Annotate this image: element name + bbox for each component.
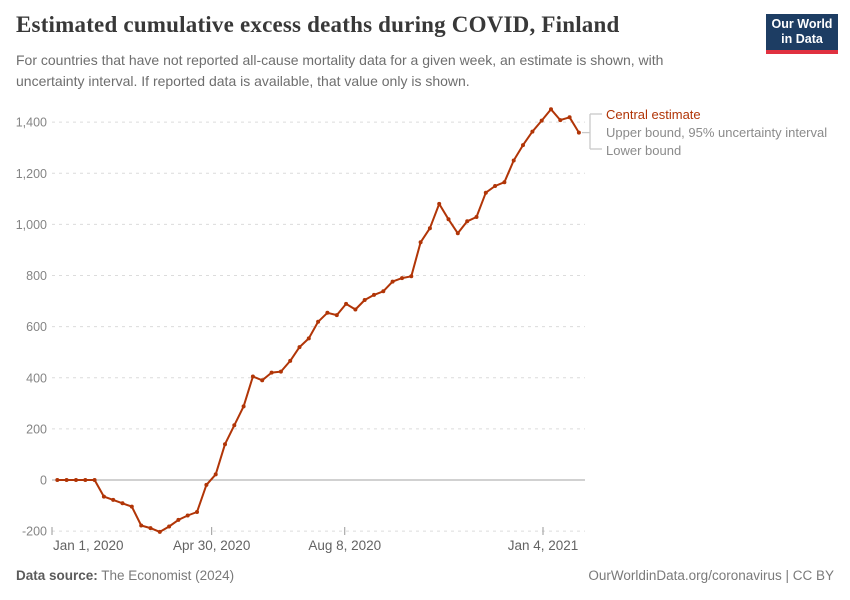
legend-item-upper-bound[interactable]: Upper bound, 95% uncertainty interval (606, 125, 828, 140)
y-axis-tick-label: 1,200 (16, 167, 47, 181)
y-axis-tick-label: 600 (26, 320, 47, 334)
y-axis-tick-label: 400 (26, 371, 47, 385)
y-axis-tick-label: 0 (40, 474, 47, 488)
y-axis-tick-label: -200 (22, 525, 47, 539)
legend-item-central-estimate[interactable]: Central estimate (606, 107, 701, 122)
owid-logo[interactable]: Our World in Data (766, 14, 838, 54)
y-axis-tick-label: 1,400 (16, 116, 47, 130)
x-axis-tick-label: Jan 1, 2020 (53, 538, 124, 553)
data-source-note: Data source: The Economist (2024) (16, 568, 234, 583)
y-axis-tick-label: 800 (26, 269, 47, 283)
data-source-label: Data source: (16, 568, 98, 583)
x-axis-tick-label: Jan 4, 2021 (508, 538, 579, 553)
legend-item-lower-bound[interactable]: Lower bound (606, 143, 682, 158)
x-axis-tick-label: Apr 30, 2020 (173, 538, 250, 553)
y-axis-tick-label: 1,000 (16, 218, 47, 232)
chart-footer: Data source: The Economist (2024) OurWor… (16, 568, 834, 583)
x-axis-tick-label: Aug 8, 2020 (308, 538, 381, 553)
page-subtitle: For countries that have not reported all… (16, 52, 664, 90)
data-source-value: The Economist (2024) (97, 568, 235, 583)
owid-logo-line2: in Data (781, 32, 823, 46)
chart-legend: Central estimate Upper bound, 95% uncert… (606, 106, 827, 160)
y-axis-tick-label: 200 (26, 422, 47, 436)
owid-link[interactable]: OurWorldinData.org/coronavirus | CC BY (588, 568, 834, 583)
legend-connector (581, 113, 602, 150)
owid-logo-line1: Our World (771, 17, 833, 31)
page-title: Estimated cumulative excess deaths durin… (16, 12, 620, 37)
